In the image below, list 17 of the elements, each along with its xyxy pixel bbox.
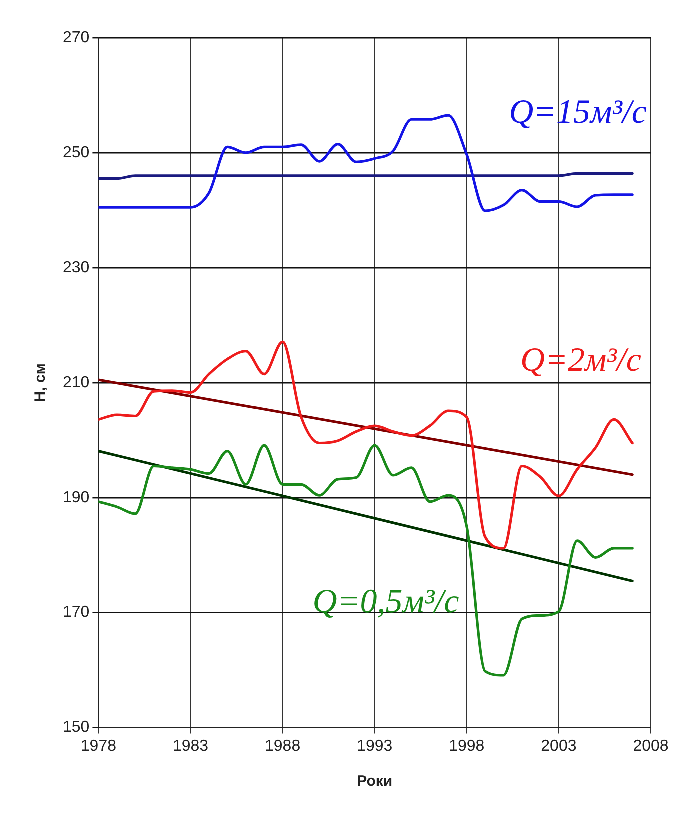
y-tick-label: 230 <box>62 259 90 276</box>
y-tick-label: 170 <box>62 604 90 622</box>
line-series <box>98 444 634 677</box>
x-tick-label: 1993 <box>357 738 393 755</box>
x-tick-label: 1978 <box>80 738 117 755</box>
y-axis-title: Н, см <box>32 364 50 402</box>
y-tick-label: 190 <box>62 489 90 506</box>
x-axis-title: Роки <box>357 773 393 790</box>
x-tick-label: 2003 <box>541 738 577 755</box>
x-tick-label: 1988 <box>265 738 301 755</box>
x-tick-label: 1983 <box>172 738 209 755</box>
x-tick-label: 2008 <box>633 738 669 755</box>
y-tick-label: 250 <box>62 144 90 162</box>
y-tick-label: 210 <box>62 374 90 392</box>
y-tick-label: 150 <box>62 719 90 736</box>
x-tick-label: 1998 <box>449 738 485 755</box>
y-tick-label: 270 <box>62 29 90 46</box>
